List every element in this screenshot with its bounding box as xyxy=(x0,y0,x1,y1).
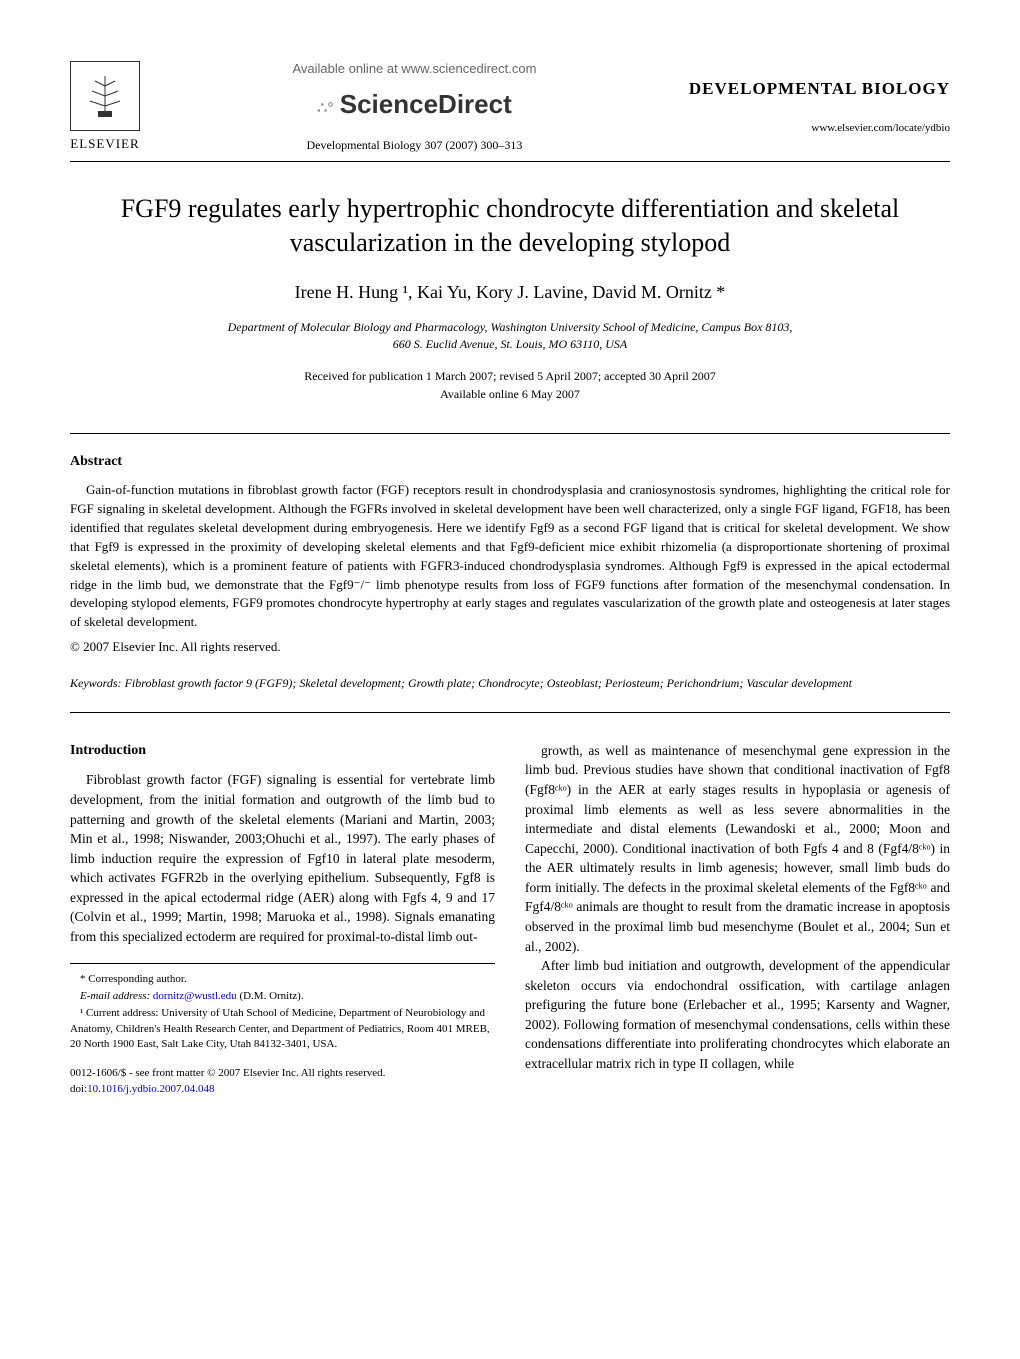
keywords-label: Keywords: xyxy=(70,676,122,690)
abstract-section: Abstract Gain-of-function mutations in f… xyxy=(70,433,950,657)
keywords-section: Keywords: Fibroblast growth factor 9 (FG… xyxy=(70,674,950,713)
publisher-name: ELSEVIER xyxy=(70,135,139,153)
keywords-text: Fibroblast growth factor 9 (FGF9); Skele… xyxy=(122,676,852,690)
available-date: Available online 6 May 2007 xyxy=(440,387,580,401)
left-column: Introduction Fibroblast growth factor (F… xyxy=(70,741,495,1097)
doi-label: doi: xyxy=(70,1083,87,1095)
email-link[interactable]: dornitz@wustl.edu xyxy=(153,990,237,1002)
page-footer: 0012-1606/$ - see front matter © 2007 El… xyxy=(70,1066,495,1097)
doi-line: doi:10.1016/j.ydbio.2007.04.048 xyxy=(70,1082,495,1097)
right-column: growth, as well as maintenance of mesenc… xyxy=(525,741,950,1097)
email-label: E-mail address: xyxy=(80,990,153,1002)
footnotes: * Corresponding author. E-mail address: … xyxy=(70,963,495,1053)
email-line: E-mail address: dornitz@wustl.edu (D.M. … xyxy=(70,989,495,1004)
intro-col2-p1: growth, as well as maintenance of mesenc… xyxy=(525,741,950,956)
header-right: DEVELOPMENTAL BIOLOGY www.elsevier.com/l… xyxy=(689,77,950,136)
journal-name: DEVELOPMENTAL BIOLOGY xyxy=(689,77,950,101)
available-online-text: Available online at www.sciencedirect.co… xyxy=(140,60,689,78)
sciencedirect-logo: ∴° ScienceDirect xyxy=(140,86,689,122)
body-columns: Introduction Fibroblast growth factor (F… xyxy=(70,741,950,1097)
page-header: ELSEVIER Available online at www.science… xyxy=(70,60,950,162)
elsevier-tree-icon xyxy=(70,61,140,131)
abstract-text: Gain-of-function mutations in fibroblast… xyxy=(70,481,950,632)
affiliation-line2: 660 S. Euclid Avenue, St. Louis, MO 6311… xyxy=(393,337,628,351)
introduction-header: Introduction xyxy=(70,741,495,761)
affiliation-line1: Department of Molecular Biology and Phar… xyxy=(228,320,793,334)
header-center: Available online at www.sciencedirect.co… xyxy=(140,60,689,153)
journal-url: www.elsevier.com/locate/ydbio xyxy=(689,121,950,136)
abstract-copyright: © 2007 Elsevier Inc. All rights reserved… xyxy=(70,638,950,656)
issn-line: 0012-1606/$ - see front matter © 2007 El… xyxy=(70,1066,495,1081)
intro-col1-p1: Fibroblast growth factor (FGF) signaling… xyxy=(70,770,495,946)
publication-dates: Received for publication 1 March 2007; r… xyxy=(70,367,950,403)
journal-citation: Developmental Biology 307 (2007) 300–313 xyxy=(140,137,689,154)
sd-dots-icon: ∴° xyxy=(317,100,334,117)
doi-link[interactable]: 10.1016/j.ydbio.2007.04.048 xyxy=(87,1083,214,1095)
footnote-1: ¹ Current address: University of Utah Sc… xyxy=(70,1006,495,1052)
received-date: Received for publication 1 March 2007; r… xyxy=(304,369,716,383)
email-suffix: (D.M. Ornitz). xyxy=(237,990,304,1002)
affiliation: Department of Molecular Biology and Phar… xyxy=(70,319,950,353)
sciencedirect-text: ScienceDirect xyxy=(340,89,512,119)
publisher-block: ELSEVIER xyxy=(70,61,140,153)
intro-col2-p2: After limb bud initiation and outgrowth,… xyxy=(525,956,950,1073)
authors: Irene H. Hung ¹, Kai Yu, Kory J. Lavine,… xyxy=(70,280,950,305)
abstract-header: Abstract xyxy=(70,452,950,472)
article-title: FGF9 regulates early hypertrophic chondr… xyxy=(70,192,950,260)
corresponding-author-note: * Corresponding author. xyxy=(70,972,495,987)
